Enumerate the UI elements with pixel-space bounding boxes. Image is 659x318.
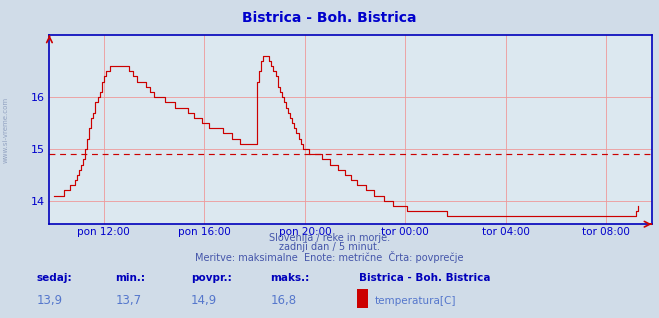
Text: maks.:: maks.:: [270, 273, 310, 283]
Text: temperatura[C]: temperatura[C]: [374, 296, 456, 306]
Text: www.si-vreme.com: www.si-vreme.com: [2, 97, 9, 163]
Text: 13,9: 13,9: [36, 294, 63, 307]
Text: Bistrica - Boh. Bistrica: Bistrica - Boh. Bistrica: [243, 11, 416, 25]
Text: Bistrica - Boh. Bistrica: Bistrica - Boh. Bistrica: [359, 273, 491, 283]
Text: min.:: min.:: [115, 273, 146, 283]
Text: 16,8: 16,8: [270, 294, 297, 307]
Text: zadnji dan / 5 minut.: zadnji dan / 5 minut.: [279, 242, 380, 252]
Text: 13,7: 13,7: [115, 294, 142, 307]
Text: 14,9: 14,9: [191, 294, 217, 307]
Text: Meritve: maksimalne  Enote: metrične  Črta: povprečje: Meritve: maksimalne Enote: metrične Črta…: [195, 251, 464, 263]
Text: Slovenija / reke in morje.: Slovenija / reke in morje.: [269, 233, 390, 243]
Text: sedaj:: sedaj:: [36, 273, 72, 283]
Text: povpr.:: povpr.:: [191, 273, 232, 283]
